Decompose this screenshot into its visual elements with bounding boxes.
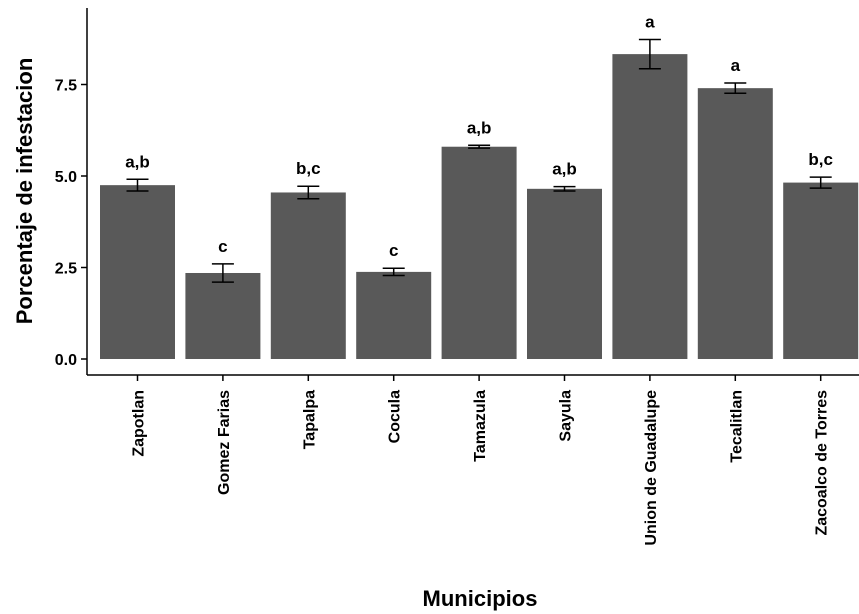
x-tick-label: Union de Guadalupe — [643, 390, 660, 546]
significance-labels-group: a,b c b,c c a,b a,b a a b,c — [125, 12, 833, 260]
x-tick-label: Tecalitlan — [728, 390, 745, 463]
bar — [527, 188, 602, 359]
significance-label: a,b — [125, 152, 150, 171]
bar — [783, 182, 859, 359]
significance-label: a — [645, 12, 655, 31]
bar — [441, 146, 517, 359]
y-axis-title: Porcentaje de infestacion — [12, 58, 37, 325]
error-bar — [553, 185, 576, 192]
x-tick-label: Cocula — [387, 390, 404, 443]
significance-label: c — [389, 241, 398, 260]
error-bar — [211, 263, 234, 283]
y-tick-label: 2.5 — [55, 261, 77, 278]
y-tick-label: 0.0 — [55, 352, 77, 369]
bar — [185, 272, 261, 359]
x-tick-label: Gomez Farias — [216, 390, 233, 495]
error-bar — [297, 185, 320, 200]
y-tick-label: 7.5 — [55, 78, 77, 95]
error-bar — [638, 38, 661, 70]
x-ticks-group: Zapotlan Gomez Farias Tapalpa Cocula Tamazul… — [131, 375, 831, 546]
error-bar — [382, 267, 405, 277]
y-ticks-group: 0.0 2.5 5.0 7.5 — [55, 78, 87, 369]
significance-label: a,b — [467, 118, 492, 137]
error-bars-group — [126, 38, 832, 283]
bars-group — [100, 54, 859, 359]
x-axis-title: Municipios — [423, 586, 538, 611]
bar — [100, 185, 175, 359]
bar — [356, 271, 432, 359]
error-bar — [126, 178, 149, 192]
bar — [612, 54, 688, 359]
bar — [697, 88, 773, 359]
significance-label: a — [731, 56, 741, 75]
x-tick-label: Zacoalco de Torres — [814, 390, 831, 536]
significance-label: a,b — [552, 160, 577, 179]
x-tick-label: Tapalpa — [301, 390, 318, 449]
error-bar — [468, 144, 491, 149]
x-tick-label: Zapotlan — [131, 390, 148, 457]
y-tick-label: 5.0 — [55, 169, 77, 186]
x-tick-label: Tamazula — [472, 390, 489, 462]
significance-label: b,c — [296, 159, 321, 178]
significance-label: c — [218, 237, 227, 256]
significance-label: b,c — [808, 150, 833, 169]
bar — [270, 192, 346, 359]
error-bar — [809, 176, 832, 189]
x-tick-label: Sayula — [558, 390, 575, 442]
error-bar — [724, 82, 747, 95]
